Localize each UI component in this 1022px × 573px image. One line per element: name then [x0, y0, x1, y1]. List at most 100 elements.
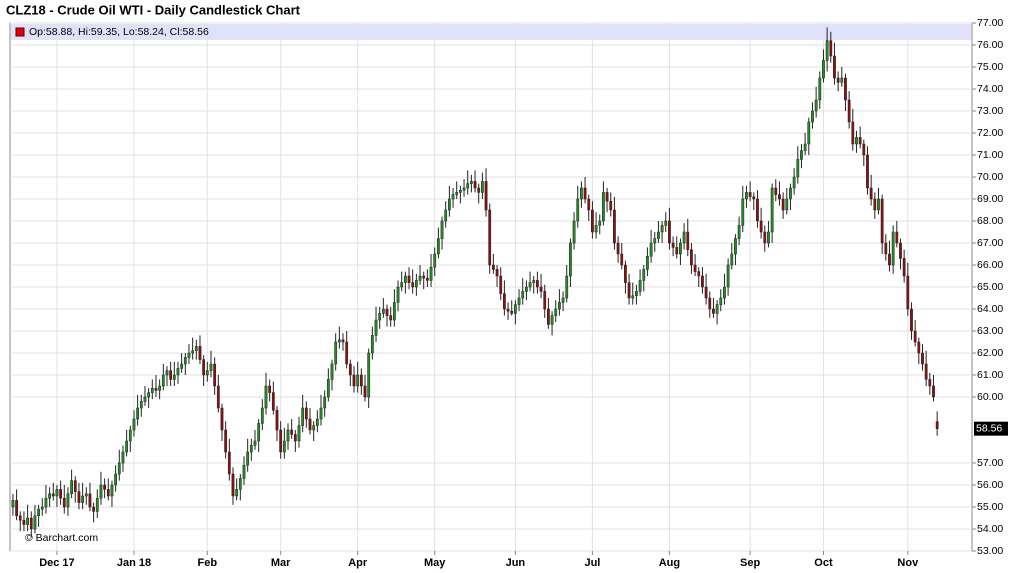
candle-body [235, 489, 239, 497]
candle-body [282, 440, 286, 453]
candle-body [679, 242, 682, 255]
y-tick-label: 74.00 [977, 83, 1003, 95]
candle-body [150, 387, 154, 393]
candle-body [811, 110, 814, 123]
candle-body [488, 209, 492, 266]
candle-body [198, 346, 202, 360]
candle-body [260, 407, 264, 424]
candle-body [51, 493, 55, 497]
candle-body [587, 198, 591, 211]
candle-body [895, 231, 899, 244]
candle-body [855, 137, 858, 145]
candle-body [734, 238, 737, 255]
candle-body [48, 493, 51, 499]
candle-body [418, 275, 422, 281]
candle-body [29, 517, 33, 530]
candle-body [44, 497, 48, 508]
y-tick-label: 55.00 [977, 501, 1003, 513]
y-tick-label: 63.00 [977, 325, 1003, 337]
candle-body [81, 495, 85, 503]
candle-body [869, 187, 873, 200]
legend-swatch [15, 27, 25, 37]
candle-body [756, 198, 759, 222]
candle-body [660, 225, 664, 233]
candle-body [279, 429, 283, 453]
y-tick-label: 54.00 [977, 523, 1003, 535]
candle-body [334, 341, 338, 365]
candle-body [308, 418, 312, 431]
candle-body [620, 253, 624, 266]
candle-body [275, 409, 279, 431]
candle-body [403, 275, 407, 283]
candle-body [671, 242, 675, 248]
candle-body [249, 445, 253, 453]
candle-body [697, 271, 701, 277]
candle-body [352, 374, 356, 387]
candle-body [888, 253, 891, 266]
candle-body [312, 425, 316, 431]
candle-body [106, 489, 110, 497]
candle-body [635, 291, 638, 297]
y-tick-label: 71.00 [977, 149, 1003, 161]
candle-body [829, 40, 833, 57]
candle-body [125, 440, 129, 453]
candle-body [370, 335, 374, 354]
candle-body [191, 350, 195, 354]
candle-body [422, 275, 426, 279]
candle-body [580, 187, 583, 200]
candle-body [781, 198, 785, 211]
candle-body [55, 489, 59, 497]
candle-body [723, 286, 726, 299]
candle-body [359, 374, 363, 387]
candle-body [158, 385, 162, 391]
candle-body [616, 242, 620, 255]
candle-body [836, 77, 840, 83]
candle-body [165, 370, 169, 376]
candle-body [172, 374, 176, 380]
candle-body [114, 473, 118, 486]
candle-body [866, 154, 869, 189]
x-tick-label: Dec 17 [39, 557, 74, 569]
candle-body [400, 282, 404, 288]
x-tick-label: Nov [897, 557, 919, 569]
candle-body [825, 40, 829, 61]
candle-body [682, 231, 686, 244]
y-tick-label: 68.00 [977, 215, 1003, 227]
last-price-label: 58.56 [976, 422, 1002, 434]
candle-body [862, 143, 866, 156]
candle-body [154, 387, 158, 391]
candle-body [858, 137, 862, 145]
y-tick-label: 72.00 [977, 127, 1003, 139]
candle-body [18, 515, 22, 521]
candle-body [792, 176, 796, 189]
watermark: © Barchart.com [25, 532, 98, 544]
candle-body [708, 297, 712, 310]
candle-body [176, 368, 180, 376]
candle-body [323, 396, 327, 409]
candle-body [330, 363, 334, 380]
candle-body [767, 231, 770, 244]
candle-body [319, 407, 323, 420]
candle-body [539, 286, 543, 292]
candle-body [205, 370, 209, 376]
candle-body [414, 280, 418, 288]
candle-body [466, 183, 470, 189]
candle-body [543, 291, 547, 310]
candle-body [514, 304, 517, 314]
candle-body [11, 500, 15, 508]
candle-body [356, 374, 360, 387]
candle-body [348, 363, 352, 376]
candle-body [209, 363, 213, 371]
candle-body [528, 282, 532, 288]
x-tick-label: Apr [348, 557, 368, 569]
candle-body [712, 308, 715, 314]
candle-body [536, 280, 539, 288]
candle-body [385, 308, 389, 316]
candle-body [877, 198, 880, 211]
candle-body [136, 407, 140, 420]
candle-body [928, 379, 932, 387]
candle-body [642, 269, 646, 281]
candle-body [180, 363, 184, 369]
candle-body [532, 280, 536, 283]
